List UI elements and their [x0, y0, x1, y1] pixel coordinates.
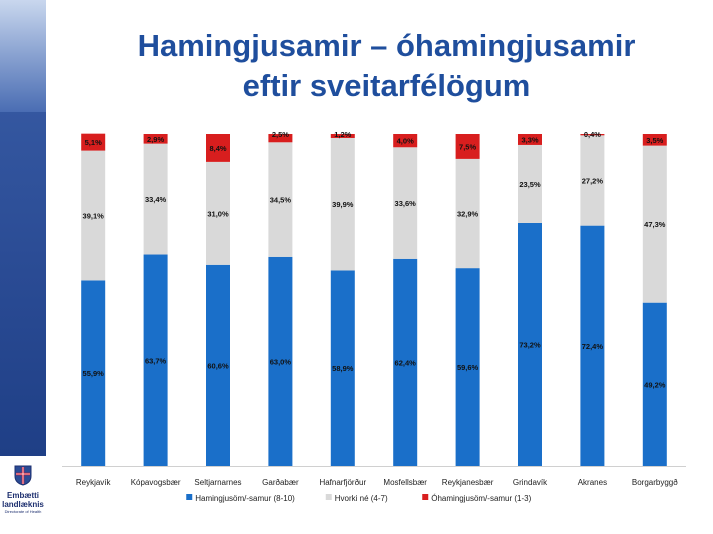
bar-segment-3-4 [268, 134, 293, 143]
data-label-3-5: 1,2% [334, 130, 351, 139]
directorate-logo: Embætti landlæknis Directorate of Health [2, 464, 44, 524]
bar-segment-2-5 [330, 137, 355, 271]
bars-layer [81, 133, 667, 466]
category-label-8: Grindavík [513, 478, 548, 487]
slide-title-line-1: Hamingjusamir – óhamingjusamir [137, 28, 636, 63]
bar-segment-3-6 [393, 134, 418, 148]
data-label-1-6: 62,4% [395, 358, 417, 367]
data-label-2-5: 39,9% [332, 200, 354, 209]
data-label-2-1: 39,1% [83, 212, 105, 221]
legend-label-1: Hamingjusöm/-samur (8-10) [195, 494, 295, 503]
category-label-7: Reykjanesbær [442, 478, 494, 487]
bar-segment-2-2 [143, 143, 168, 255]
category-label-1: Reykjavík [76, 478, 112, 487]
bar-segment-3-9 [580, 134, 605, 136]
bar-segment-3-10 [642, 134, 667, 146]
chart-legend: Hamingjusöm/-samur (8-10) Hvorki né (4-7)… [186, 494, 532, 503]
data-label-2-8: 23,5% [519, 180, 541, 189]
data-label-2-6: 33,6% [395, 199, 417, 208]
coat-of-arms-icon [14, 465, 32, 486]
data-label-3-7: 7,5% [459, 142, 476, 151]
data-label-2-7: 32,9% [457, 210, 479, 219]
bar-segment-2-10 [642, 145, 667, 303]
data-label-1-5: 58,9% [332, 364, 354, 373]
bar-segment-1-6 [393, 258, 418, 466]
legend-label-3: Óhamingjusöm/-samur (1-3) [431, 494, 531, 503]
bar-segment-1-4 [268, 256, 293, 466]
data-label-1-1: 55,9% [83, 369, 105, 378]
bar-segment-3-8 [518, 134, 542, 145]
data-label-1-2: 63,7% [145, 356, 167, 365]
data-label-1-8: 73,2% [519, 340, 541, 349]
category-label-5: Hafnarfjörður [319, 478, 366, 487]
bar-segment-2-6 [393, 147, 418, 259]
left-decorative-strip [0, 0, 46, 456]
category-label-4: Garðabær [262, 478, 299, 487]
bar-segment-3-3 [206, 134, 230, 162]
bar-segment-2-1 [81, 150, 106, 281]
bar-segment-2-9 [580, 135, 605, 226]
logo-line-3: Directorate of Health [4, 509, 42, 514]
data-label-1-3: 60,6% [207, 361, 229, 370]
slide-title-line-2: eftir sveitarfélögum [242, 68, 531, 103]
data-label-3-2: 2,9% [147, 135, 164, 144]
category-label-6: Mosfellsbær [383, 478, 427, 487]
bar-segment-3-7 [455, 134, 480, 159]
bar-segment-3-2 [143, 134, 168, 144]
legend-swatch-1 [186, 494, 193, 500]
bar-segment-1-7 [455, 268, 480, 466]
category-label-2: Kópavogsbær [131, 478, 181, 487]
building-photo [0, 0, 46, 112]
data-label-3-6: 4,0% [397, 137, 414, 146]
bar-segment-1-9 [580, 225, 605, 466]
data-label-3-8: 3,3% [521, 135, 538, 144]
bar-segment-2-4 [268, 142, 293, 257]
bar-segment-2-8 [518, 144, 542, 223]
data-label-3-1: 5,1% [85, 138, 102, 147]
data-label-2-4: 34,5% [270, 196, 292, 205]
data-label-1-7: 59,6% [457, 363, 479, 372]
data-label-3-10: 3,5% [646, 136, 663, 145]
bar-segment-1-2 [143, 254, 168, 466]
data-label-2-3: 31,0% [207, 209, 229, 218]
bar-segment-1-10 [642, 302, 667, 466]
data-label-1-9: 72,4% [582, 342, 604, 351]
category-label-10: Borgarbyggð [632, 478, 678, 487]
bar-segment-1-5 [330, 270, 355, 466]
data-label-1-4: 63,0% [270, 357, 292, 366]
category-label-9: Akranes [578, 478, 607, 487]
logo-line-1: Embætti [7, 491, 39, 500]
bar-segment-1-1 [81, 280, 106, 466]
logo-line-2: landlæknis [2, 500, 44, 509]
data-label-2-9: 27,2% [582, 176, 604, 185]
data-label-2-10: 47,3% [644, 220, 666, 229]
data-label-3-4: 2,5% [272, 130, 289, 139]
data-label-1-10: 49,2% [644, 380, 666, 389]
data-label-3-3: 8,4% [209, 144, 226, 153]
bar-segment-3-5 [330, 134, 355, 138]
bar-segment-1-8 [518, 222, 542, 466]
legend-label-2: Hvorki né (4-7) [335, 494, 388, 503]
category-label-3: Seltjarnarnes [194, 478, 241, 487]
bar-segment-2-7 [455, 158, 480, 269]
bar-segment-1-3 [206, 264, 230, 466]
legend-swatch-3 [422, 494, 429, 500]
bar-segment-3-1 [81, 133, 106, 151]
legend-swatch-2 [325, 494, 332, 500]
data-labels-layer: 55,9% 39,1% 5,1% 63,7% 33,4% 2,9% 60,6% 31,0% 8,… [83, 130, 666, 389]
data-label-3-9: 0,4% [584, 130, 601, 139]
category-tick-labels: Reykjavík Kópavogsbær Seltjarnarnes Garðabæ… [76, 478, 678, 487]
bar-segment-2-3 [206, 161, 230, 265]
data-label-2-2: 33,4% [145, 195, 167, 204]
